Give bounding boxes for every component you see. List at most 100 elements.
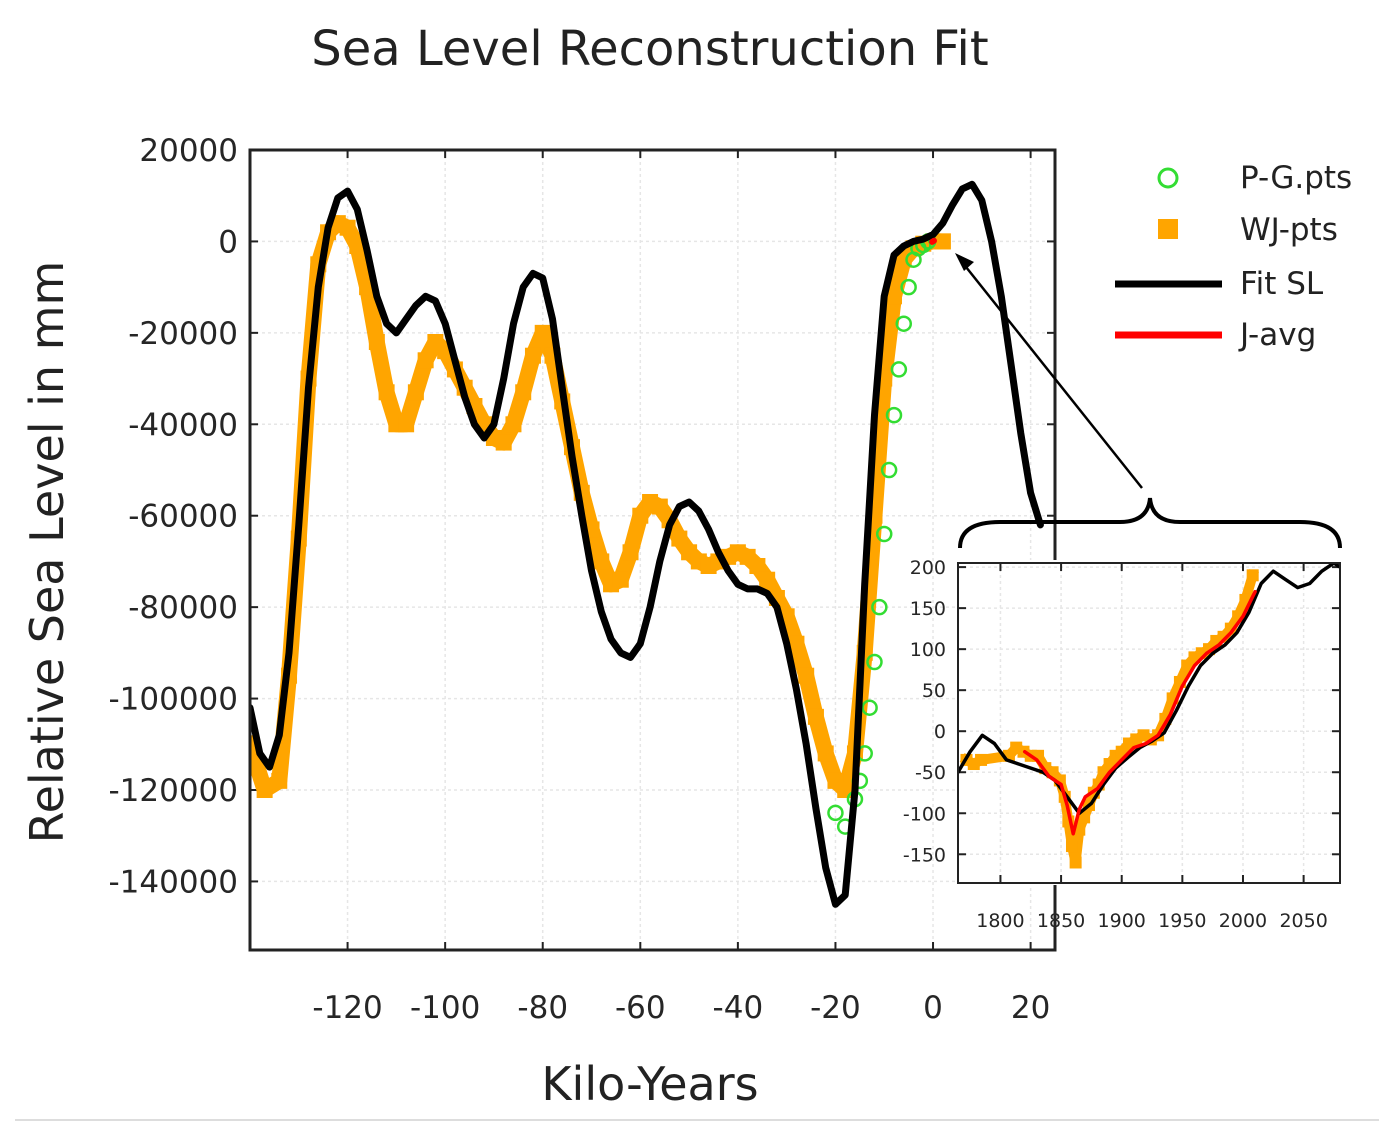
main-wj-point — [837, 782, 854, 798]
inset-frame — [957, 562, 1341, 884]
inset-javg-line — [1022, 589, 1257, 836]
main-x-tick-label: -40 — [713, 990, 764, 1026]
inset-wj-point — [975, 753, 988, 766]
inset-x-tick-label: 1850 — [1037, 910, 1085, 932]
main-x-tick-label: -60 — [615, 990, 666, 1026]
main-x-tick-label: -100 — [410, 990, 480, 1026]
inset-y-tick-label: -100 — [903, 803, 946, 825]
inset-x-tick-label: 2000 — [1219, 910, 1267, 932]
main-plot-frame — [248, 148, 1057, 952]
main-wj-point — [671, 530, 688, 547]
main-ticks: -120 -100 -80 -60 -40 -20 0 20 20000 0 -20000 -4000… — [108, 133, 1055, 1026]
main-wj-point — [593, 553, 610, 570]
main-wj-point — [817, 745, 834, 762]
inset-bracket — [958, 497, 1342, 549]
main-wj-point — [886, 288, 902, 305]
main-pg-point — [827, 804, 844, 822]
x-axis-label: Kilo-Years — [541, 1057, 758, 1111]
main-series — [250, 180, 1044, 908]
main-wj-point — [256, 782, 273, 798]
main-javg-line — [929, 237, 937, 245]
main-wj-point — [798, 667, 815, 684]
main-wj-point — [505, 416, 522, 433]
legend-wj-marker — [1158, 219, 1178, 239]
inset-series-group — [958, 563, 1340, 869]
main-wj-point — [271, 772, 288, 789]
inset-background — [955, 560, 1342, 885]
inset-y-tick-label: 100 — [910, 639, 946, 661]
main-pg-point — [866, 653, 883, 671]
main-x-tick-label: -120 — [312, 990, 382, 1026]
inset-y-tick-label: 0 — [934, 721, 946, 743]
inset-grid — [958, 563, 1340, 883]
inset-x-tick-label: 1900 — [1098, 910, 1146, 932]
legend-fit-label: Fit SL — [1240, 266, 1324, 302]
main-wj-point — [398, 416, 415, 433]
inset-wj-point — [1246, 569, 1259, 582]
inset-wj-point — [1069, 856, 1082, 869]
main-x-tick-label: 20 — [1011, 990, 1050, 1026]
main-y-tick-label: 20000 — [139, 133, 238, 169]
legend-pg-marker — [1157, 167, 1179, 189]
main-wj-point — [622, 544, 639, 561]
main-series-group — [250, 180, 1044, 908]
main-wj-point — [250, 736, 258, 753]
main-y-tick-label: -60000 — [128, 499, 238, 535]
inset-series — [958, 563, 1340, 869]
main-wj-point — [524, 347, 541, 364]
main-pg-point — [890, 361, 908, 378]
main-y-tick-label: 0 — [218, 224, 238, 260]
main-wj-point — [788, 635, 805, 652]
main-y-tick-label: -100000 — [108, 682, 238, 718]
inset-ticks: 1800 1850 1900 1950 2000 2050 200 150 100 50 0 -50 -… — [903, 557, 1340, 932]
main-wj-point — [495, 434, 512, 451]
inset-x-tick-label: 1950 — [1158, 910, 1206, 932]
inset-y-tick-label: -50 — [915, 762, 946, 784]
inset-wj-point — [1224, 622, 1237, 635]
main-wj-point — [515, 384, 532, 401]
legend-javg-label: J-avg — [1238, 317, 1316, 353]
chart-title: Sea Level Reconstruction Fit — [311, 21, 988, 77]
main-x-tick-label: -20 — [810, 990, 861, 1026]
inset-x-tick-label: 1800 — [976, 910, 1024, 932]
main-wj-point — [368, 334, 385, 350]
main-fit-line — [250, 180, 1044, 908]
main-y-tick-label: -40000 — [128, 407, 238, 443]
y-axis-label: Relative Sea Level in mm — [20, 261, 74, 844]
inset-x-tick-label: 2050 — [1279, 910, 1327, 932]
inset-y-tick-label: -150 — [903, 844, 946, 866]
legend-pg-label: P-G.pts — [1240, 160, 1352, 196]
main-wj-point — [339, 219, 356, 236]
main-x-tick-label: -80 — [517, 990, 568, 1026]
main-wj-point — [349, 238, 366, 254]
main-wj-point — [378, 384, 395, 401]
main-y-tick-label: -80000 — [128, 590, 238, 626]
legend-wj-label: WJ-pts — [1240, 212, 1338, 248]
main-wj-point — [632, 507, 649, 524]
main-pg-point — [885, 406, 903, 424]
main-y-tick-label: -140000 — [108, 864, 238, 900]
main-y-tick-label: -20000 — [128, 316, 238, 352]
legend: P-G.pts WJ-pts Fit SL J-avg — [1115, 160, 1352, 353]
main-wj-point — [749, 558, 766, 574]
inset-wj-point — [1078, 811, 1091, 824]
main-wj-point — [759, 571, 776, 588]
inset-y-tick-label: 200 — [910, 557, 946, 579]
main-pg-point — [880, 461, 898, 479]
main-pg-point — [875, 525, 893, 543]
main-pg-point — [900, 278, 917, 296]
annotation-arrow — [961, 261, 1143, 489]
main-wj-point — [934, 233, 951, 250]
main-wj-point — [807, 708, 824, 725]
main-wj-point — [651, 498, 668, 515]
inset-y-tick-label: 50 — [922, 680, 946, 702]
main-y-tick-label: -120000 — [108, 773, 238, 809]
main-wj-point — [612, 571, 629, 588]
inset-wj-point — [1065, 840, 1078, 853]
main-pg-point — [861, 699, 878, 716]
main-pg-point — [895, 315, 913, 332]
annotation-arrowhead — [955, 253, 974, 271]
main-pg-point — [871, 598, 888, 616]
main-x-tick-label: 0 — [923, 990, 943, 1026]
main-wj-point — [407, 384, 424, 401]
